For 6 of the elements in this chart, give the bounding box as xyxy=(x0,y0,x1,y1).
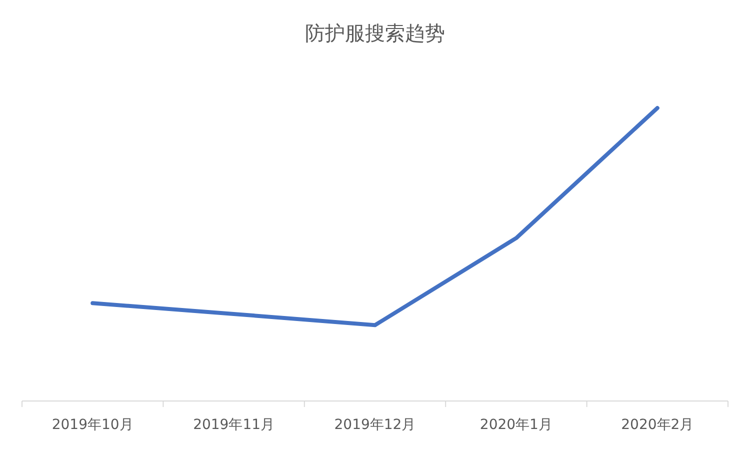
x-tick-label: 2019年12月 xyxy=(334,417,416,433)
x-tick-label: 2020年2月 xyxy=(621,417,694,433)
chart-title: 防护服搜索趋势 xyxy=(305,21,445,45)
x-tick-label: 2020年1月 xyxy=(480,417,552,433)
x-tick-label: 2019年10月 xyxy=(52,417,134,433)
x-tick-label: 2019年11月 xyxy=(193,417,275,433)
